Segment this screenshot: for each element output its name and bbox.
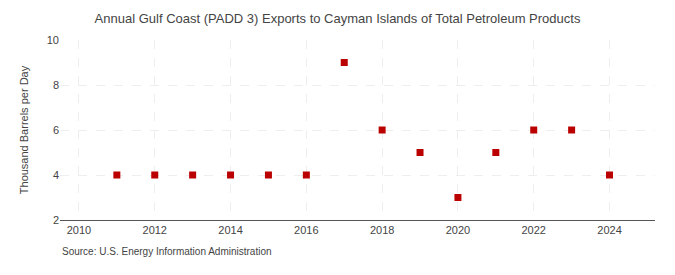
svg-text:4: 4 — [53, 169, 59, 181]
svg-text:2020: 2020 — [446, 224, 470, 236]
svg-text:Annual Gulf Coast (PADD 3) Exp: Annual Gulf Coast (PADD 3) Exports to Ca… — [95, 11, 581, 26]
svg-text:2: 2 — [53, 214, 59, 226]
svg-text:2014: 2014 — [218, 224, 242, 236]
svg-text:6: 6 — [53, 124, 59, 136]
svg-text:2018: 2018 — [370, 224, 394, 236]
svg-text:2010: 2010 — [67, 224, 91, 236]
svg-text:2024: 2024 — [597, 224, 621, 236]
svg-text:Thousand Barrels per Day: Thousand Barrels per Day — [18, 65, 30, 194]
svg-text:2022: 2022 — [521, 224, 545, 236]
svg-text:2016: 2016 — [294, 224, 318, 236]
svg-text:10: 10 — [47, 34, 59, 46]
svg-text:Source: U.S. Energy Informatio: Source: U.S. Energy Information Administ… — [62, 246, 272, 257]
svg-text:8: 8 — [53, 79, 59, 91]
svg-text:2012: 2012 — [143, 224, 167, 236]
